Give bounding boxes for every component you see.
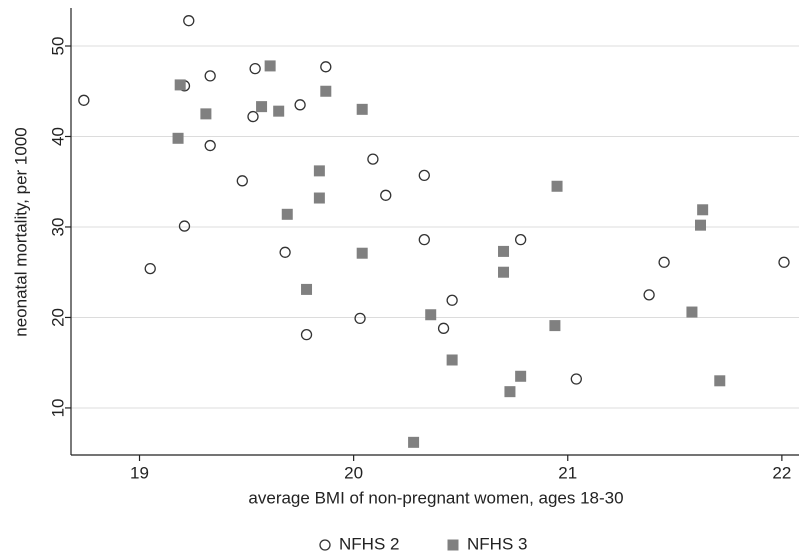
point [313, 192, 325, 204]
point [247, 110, 259, 123]
legend-marker [319, 539, 331, 551]
point [144, 262, 156, 275]
point [514, 233, 527, 246]
y-tick-label: 50 [48, 37, 67, 56]
point [367, 153, 379, 165]
point [178, 220, 191, 232]
point [183, 15, 195, 27]
point [264, 60, 276, 72]
point [249, 62, 261, 75]
point [380, 189, 392, 201]
point [294, 99, 306, 111]
point [204, 139, 216, 152]
y-tick-label: 30 [48, 218, 67, 237]
point [354, 312, 366, 325]
point [643, 289, 655, 301]
x-tick-label: 20 [344, 463, 363, 482]
point [695, 219, 707, 231]
point [504, 386, 516, 398]
legend-marker [447, 539, 459, 551]
point [437, 322, 450, 334]
point [273, 105, 285, 117]
point [356, 103, 368, 115]
point [515, 370, 527, 382]
point [320, 85, 332, 97]
y-tick-label: 20 [48, 308, 67, 327]
point [549, 320, 561, 332]
point [425, 309, 437, 321]
legend-label: NFHS 2 [339, 534, 399, 553]
point [236, 175, 248, 187]
point [204, 70, 216, 82]
point [200, 108, 212, 120]
point [498, 266, 510, 278]
point [174, 79, 186, 91]
point [551, 180, 563, 192]
point [256, 101, 268, 113]
point [356, 247, 368, 259]
point [446, 294, 458, 306]
point [686, 306, 698, 318]
point [697, 204, 709, 216]
x-axis-label: average BMI of non-pregnant women, ages … [248, 488, 623, 507]
x-tick-label: 21 [558, 463, 577, 482]
point [301, 283, 313, 295]
point [172, 132, 184, 144]
point [446, 354, 458, 366]
point [570, 373, 582, 385]
point [313, 165, 325, 177]
point [778, 256, 790, 268]
y-axis-label: neonatal mortality, per 1000 [11, 127, 30, 336]
x-tick-label: 19 [130, 463, 149, 482]
point [281, 208, 293, 220]
y-tick-label: 10 [48, 398, 67, 417]
point [714, 375, 726, 387]
point [408, 436, 420, 448]
point [300, 329, 313, 341]
point [418, 233, 430, 246]
point [658, 256, 670, 268]
point [418, 169, 430, 182]
point [320, 61, 332, 73]
legend-label: NFHS 3 [467, 534, 527, 553]
point [498, 245, 510, 257]
point [78, 94, 90, 106]
point [279, 246, 291, 258]
y-tick-label: 40 [48, 127, 67, 146]
x-tick-label: 22 [772, 463, 791, 482]
